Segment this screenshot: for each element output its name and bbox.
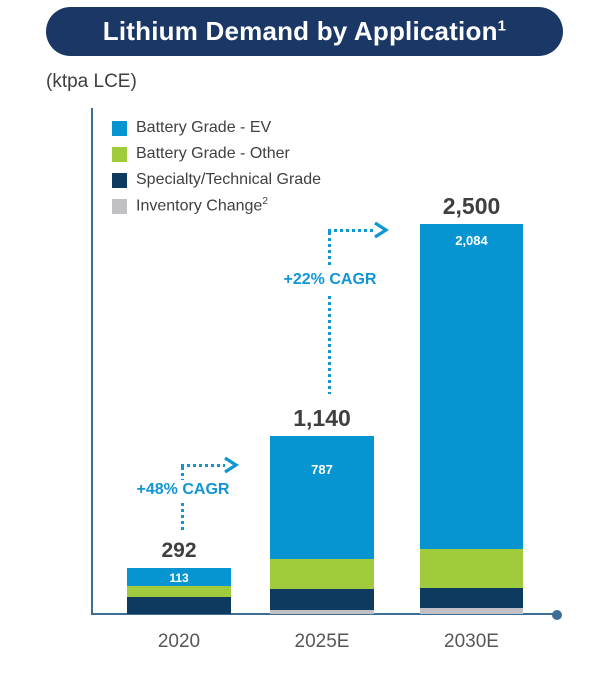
arrow-right-icon <box>224 456 239 474</box>
dotted-connector <box>181 467 184 480</box>
legend-label: Inventory Change2 <box>136 196 268 215</box>
legend: Battery Grade - EV Battery Grade - Other S… <box>112 115 321 219</box>
legend-item-battery-grade-ev: Battery Grade - EV <box>112 115 321 141</box>
legend-label: Battery Grade - EV <box>136 119 272 136</box>
bar-segment-battery-grade-other-2020 <box>127 586 231 597</box>
legend-item-battery-grade-other: Battery Grade - Other <box>112 141 321 167</box>
units-label: (ktpa LCE) <box>46 71 137 92</box>
bar-total-label-2030e: 2,500 <box>442 193 501 219</box>
dotted-arrow-line <box>181 464 225 467</box>
x-tick-label-2025e: 2025E <box>294 631 350 652</box>
bar-segment-specialty-technical-grade-2030e <box>420 588 523 609</box>
segment-value-label-2025e: 787 <box>311 462 333 478</box>
legend-label: Battery Grade - Other <box>136 145 290 162</box>
bar-segment-inventory-change-2025e <box>270 609 374 614</box>
legend-item-specialty-technical-grade: Specialty/Technical Grade <box>112 167 321 193</box>
legend-swatch-icon <box>112 172 127 188</box>
x-tick-label-2030e: 2030E <box>444 631 499 652</box>
legend-swatch-icon <box>112 146 127 162</box>
x-axis-line <box>91 613 557 615</box>
cagr-label-22: +22% CAGR <box>283 271 377 288</box>
legend-footnote-marker: 2 <box>262 196 268 208</box>
arrow-right-icon <box>374 221 389 239</box>
bar-segment-battery-grade-ev-2025e <box>270 436 374 559</box>
bar-segment-battery-grade-ev-2030e <box>420 224 523 550</box>
dotted-connector <box>328 296 331 394</box>
x-axis-end-dot <box>552 610 562 620</box>
bar-segment-battery-grade-other-2025e <box>270 558 374 589</box>
chart-title-banner: Lithium Demand by Application1 <box>46 7 563 56</box>
cagr-label-48: +48% CAGR <box>136 481 230 498</box>
title-footnote-marker: 1 <box>497 17 507 35</box>
bar-segment-inventory-change-2030e <box>420 608 523 614</box>
bar-total-label-2025e: 1,140 <box>293 405 351 432</box>
bar-segment-specialty-technical-grade-2020 <box>127 596 231 614</box>
dotted-connector <box>181 503 184 531</box>
segment-value-label-2020: 113 <box>169 571 189 586</box>
y-axis-line <box>91 108 93 615</box>
bar-total-label-2020: 292 <box>161 539 197 563</box>
legend-swatch-icon <box>112 198 127 214</box>
x-tick-label-2020: 2020 <box>157 631 201 652</box>
bar-segment-specialty-technical-grade-2025e <box>270 588 374 610</box>
dotted-connector <box>328 232 331 267</box>
legend-swatch-icon <box>112 120 127 136</box>
legend-label: Specialty/Technical Grade <box>136 171 321 188</box>
dotted-arrow-line <box>328 229 374 232</box>
page-title-text: Lithium Demand by Application <box>102 16 498 46</box>
bar-segment-battery-grade-ev-2020 <box>127 568 231 587</box>
bar-segment-battery-grade-other-2030e <box>420 549 523 589</box>
segment-value-label-2030e: 2,084 <box>455 233 488 248</box>
page-title: Lithium Demand by Application1 <box>103 16 506 47</box>
legend-item-inventory-change: Inventory Change2 <box>112 193 321 219</box>
